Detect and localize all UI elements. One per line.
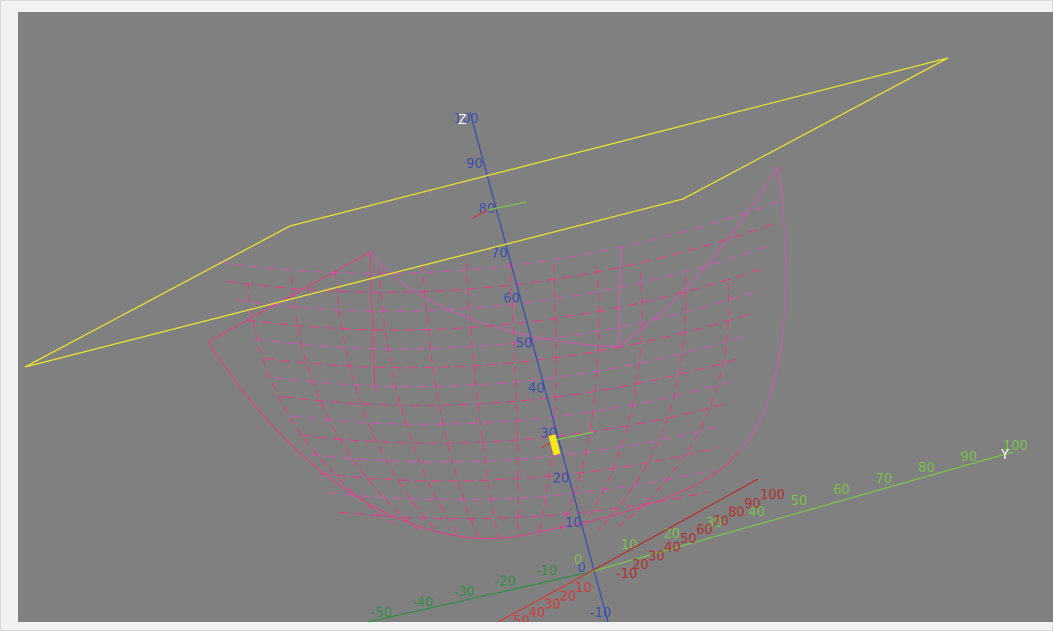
x-tick-label: 40 (664, 541, 681, 556)
x-tick-label: -10 (616, 567, 637, 582)
mesh-column (597, 276, 686, 531)
z-tick-label: 70 (491, 247, 508, 262)
y-tick-label: 70 (876, 472, 893, 487)
z-tick-label: 10 (565, 516, 582, 531)
z-tick-label: -10 (590, 606, 611, 621)
y-tick-label: 10 (621, 538, 638, 553)
mesh-column (247, 281, 399, 528)
mesh-row (282, 357, 741, 406)
y-tick-label: -10 (536, 564, 557, 579)
paraboloid-surface (207, 165, 787, 539)
y-tick-label: -40 (412, 596, 433, 611)
x-tick-label: 100 (760, 488, 785, 503)
surface-outline-front (207, 341, 739, 539)
x-tick-label: 30 (544, 598, 561, 613)
mesh-column (291, 276, 419, 531)
mesh-column (465, 262, 499, 537)
gizmo-top-x (472, 209, 489, 219)
x-tick-label: 50 (680, 532, 697, 547)
surface-outline-right (617, 165, 787, 453)
mesh-row (254, 290, 757, 350)
mesh-column (509, 262, 519, 537)
surface-mesh-lines (217, 201, 779, 537)
mesh-column (557, 266, 600, 535)
y-tick-label: 60 (833, 483, 850, 498)
mesh-row (337, 491, 709, 520)
mesh-row (245, 268, 762, 331)
x-tick-label: 80 (728, 506, 745, 521)
x-axis-negative-line (497, 571, 591, 622)
x-tick-label: 10 (575, 581, 592, 596)
mesh-column (378, 266, 459, 535)
y-tick-label: 90 (961, 450, 978, 465)
mesh-row (328, 469, 714, 501)
surface-outline-back (369, 246, 622, 348)
y-tick-label: 20 (663, 527, 680, 542)
mesh-column (537, 263, 557, 537)
z-tick-label: 40 (528, 381, 545, 396)
z-axis-gizmo-top (472, 201, 527, 219)
gizmo-mid-y (555, 431, 594, 441)
y-tick-label: -20 (495, 575, 516, 590)
mesh-row (227, 223, 773, 293)
z-axis-line (469, 111, 609, 622)
y-tick-label: 100 (1003, 439, 1028, 454)
z-tick-label: 50 (516, 337, 533, 352)
mesh-row (301, 402, 730, 444)
mesh-row (310, 424, 725, 463)
x-tick-label: 20 (632, 558, 649, 573)
mesh-row (319, 446, 719, 482)
camera-focus-marker[interactable] (548, 434, 561, 456)
z-tick-label: 20 (553, 471, 570, 486)
y-tick-label: 50 (791, 494, 808, 509)
plane-outline (24, 57, 949, 368)
x-tick-label: 60 (696, 523, 713, 538)
mesh-row (217, 201, 779, 274)
x-tick-label: 20 (560, 589, 577, 604)
mesh-row (273, 335, 746, 387)
x-tick-label: 50 (513, 614, 530, 622)
y-tick-label: -50 (371, 606, 392, 621)
origin-label: 0 (574, 553, 582, 568)
z-tick-label: 60 (503, 292, 520, 307)
x-tick-label: 40 (529, 606, 546, 621)
y-tick-label: -30 (454, 585, 475, 600)
x-tick-label: 30 (648, 549, 665, 564)
x-tick-label: 90 (744, 497, 761, 512)
scene-background (18, 12, 1053, 622)
gizmo-top-y (487, 201, 527, 211)
x-axis-positive-line (589, 478, 759, 573)
z-axis-label: Z (458, 113, 467, 128)
mesh-column (334, 271, 439, 533)
y-tick-label: 40 (748, 505, 765, 520)
z-tick-label: 0 (578, 561, 586, 576)
y-axis-label: Y (1000, 448, 1009, 463)
z-tick-label: 90 (466, 157, 483, 172)
yellow-plane (24, 57, 949, 368)
mesh-column (577, 271, 643, 533)
y-axis-positive-line (589, 451, 1014, 573)
z-tick-label: 100 (454, 112, 479, 127)
x-tick-label: 70 (712, 514, 729, 529)
mesh-column (617, 281, 730, 528)
y-tick-label: 30 (706, 516, 723, 531)
y-tick-label: 80 (918, 461, 935, 476)
mesh-column (422, 263, 479, 537)
3d-viewport[interactable]: 100 90 80 70 60 50 40 30 20 10 0 -10 Z 10 20 30 40 50 60… (18, 12, 1053, 622)
y-axis-negative-line (367, 571, 591, 622)
